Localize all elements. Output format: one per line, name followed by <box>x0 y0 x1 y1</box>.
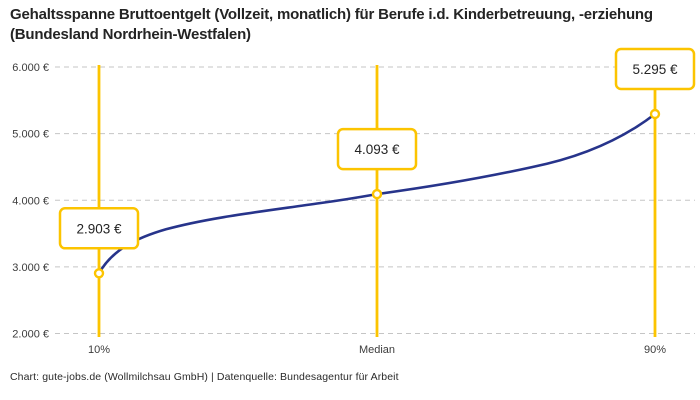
x-tick-label: Median <box>359 344 395 356</box>
x-tick-label: 90% <box>644 344 666 356</box>
value-label: 2.903 € <box>76 221 122 236</box>
data-point-marker[interactable] <box>371 188 383 200</box>
y-tick-label: 4.000 € <box>12 195 49 207</box>
data-point-marker[interactable] <box>93 268 105 279</box>
y-tick-label: 3.000 € <box>12 262 49 274</box>
chart-credit: Chart: gute-jobs.de (Wollmilchsau GmbH) … <box>10 371 399 383</box>
data-point-marker[interactable] <box>649 108 661 120</box>
y-tick-label: 6.000 € <box>12 62 49 74</box>
value-label-box <box>336 127 418 171</box>
y-tick-label: 5.000 € <box>12 129 49 141</box>
value-label: 5.295 € <box>632 62 678 77</box>
value-label: 4.093 € <box>354 142 400 157</box>
salary-curve <box>97 112 657 275</box>
value-label-box <box>58 207 140 250</box>
y-tick-label: 2.000 € <box>12 329 49 341</box>
value-label-box <box>614 47 696 91</box>
x-tick-label: 10% <box>88 344 110 356</box>
chart-title: Gehaltsspanne Bruttoentgelt (Vollzeit, m… <box>10 6 653 43</box>
